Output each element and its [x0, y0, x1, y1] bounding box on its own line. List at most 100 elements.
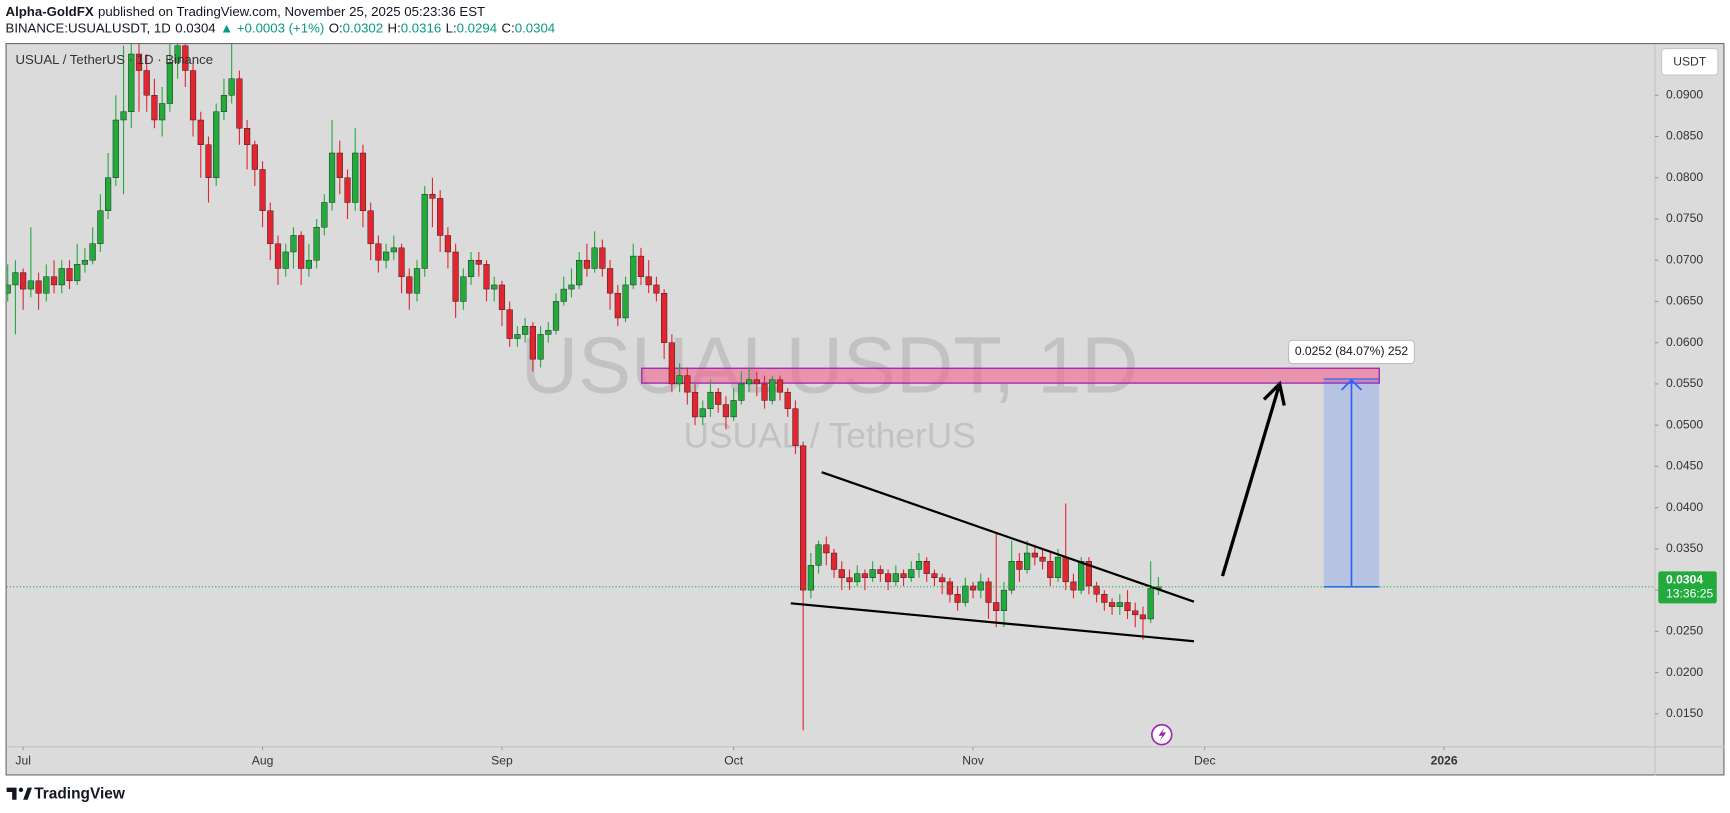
candle-body: [977, 581, 984, 591]
candle-body: [661, 292, 668, 343]
candle-body: [359, 152, 367, 211]
candle-body: [12, 272, 19, 286]
trendline: [790, 602, 1195, 643]
candle-body: [6, 284, 11, 294]
candle-body: [483, 264, 490, 290]
y-tick-label: 0.0850: [1666, 129, 1703, 143]
candle-body: [653, 284, 660, 294]
candle-body: [908, 569, 915, 578]
candle-body: [746, 379, 753, 385]
candle-body: [135, 53, 143, 71]
candle-body: [823, 544, 830, 554]
candle-body: [375, 243, 382, 261]
candle-body: [946, 581, 953, 595]
candle-body: [606, 268, 614, 294]
candle-body: [722, 404, 730, 418]
candle-body: [560, 288, 567, 302]
chart-legend: USUAL / TetherUS · 1D · Binance: [15, 52, 213, 67]
candle-body: [1108, 602, 1116, 607]
candle-body: [74, 264, 81, 282]
candle-body: [846, 577, 853, 583]
candle-body: [1070, 581, 1077, 591]
candle-body: [491, 284, 498, 290]
projection-arrow: [1220, 383, 1282, 577]
candle-body: [58, 268, 65, 286]
candle-body: [112, 119, 119, 178]
candle-body: [514, 334, 521, 339]
candle-body: [707, 391, 714, 409]
ohlc-label: C:: [502, 20, 515, 35]
y-tick-label: 0.0700: [1666, 252, 1703, 266]
candle-body: [753, 379, 760, 385]
candle-body: [861, 573, 869, 578]
candle-body: [452, 251, 459, 302]
candle-body: [645, 276, 652, 286]
candle-body: [1093, 585, 1100, 595]
ohlc-value: 0.0302: [343, 20, 383, 35]
y-tick-label: 0.0750: [1666, 211, 1703, 225]
candle-body: [390, 247, 397, 253]
logo-slash: [23, 787, 32, 800]
candle-body: [166, 62, 173, 104]
candle-body: [1000, 589, 1008, 611]
candle-body: [1124, 602, 1131, 611]
trendline: [821, 471, 1195, 603]
candle-body: [915, 561, 923, 570]
candle-body: [197, 119, 204, 145]
chart-frame: [5, 43, 1725, 776]
candle-body: [220, 95, 228, 112]
candle-body: [830, 552, 838, 570]
candle-body: [213, 111, 220, 178]
logo-mark: [6, 787, 17, 800]
candle-body: [305, 259, 312, 269]
candle-body: [1085, 561, 1092, 587]
change: ▲ +0.0003 (+1%): [220, 20, 324, 35]
candle-body: [761, 383, 768, 401]
candle-body: [877, 569, 884, 574]
candle-body: [313, 226, 320, 261]
x-tick-label: Oct: [724, 753, 743, 767]
candle-body: [630, 255, 637, 286]
candle-body: [251, 144, 258, 170]
symbol: BINANCE:USUALUSDT, 1D: [6, 20, 171, 35]
alert-icon[interactable]: [1151, 723, 1173, 746]
candle-body: [522, 325, 529, 335]
measure-arrowhead: [1340, 378, 1362, 391]
candle-body: [622, 284, 629, 319]
ohlc-value: 0.0316: [401, 20, 441, 35]
candle-body: [236, 78, 243, 129]
y-tick-label: 0.0400: [1666, 500, 1703, 514]
x-tick-label: 2026: [1431, 753, 1458, 767]
ohlc-label: O:: [329, 20, 343, 35]
candle-body: [336, 152, 343, 178]
candle-body: [159, 103, 166, 121]
logo-dot: [18, 787, 24, 793]
y-tick-label: 0.0800: [1666, 170, 1703, 184]
candle-body: [1139, 614, 1147, 620]
candle-body: [105, 177, 112, 211]
candle-body: [1062, 556, 1069, 583]
candle-body: [328, 152, 336, 203]
candle-body: [614, 292, 621, 319]
x-tick-label: Sep: [491, 753, 513, 767]
candle-body: [684, 375, 691, 393]
candle-body: [27, 280, 34, 290]
brand: TradingView: [34, 785, 126, 802]
candle-body: [367, 210, 374, 244]
candle-body: [143, 70, 150, 96]
y-tick-label: 0.0550: [1666, 376, 1703, 390]
tradingview-logo: TradingView: [6, 785, 126, 802]
y-tick-label: 0.0450: [1666, 459, 1703, 473]
y-tick-label: 0.0150: [1666, 706, 1703, 720]
currency-box[interactable]: [1661, 47, 1719, 76]
measure-label: 0.0252 (84.07%) 252: [1295, 344, 1409, 358]
candle-body: [1101, 594, 1108, 603]
candle-body: [259, 169, 266, 211]
candle-body: [460, 276, 467, 302]
candle-body: [993, 602, 1000, 611]
x-tick-label: Aug: [252, 753, 274, 767]
candle-body: [599, 247, 606, 269]
y-tick-label: 0.0900: [1666, 87, 1703, 101]
candle-body: [954, 594, 961, 603]
